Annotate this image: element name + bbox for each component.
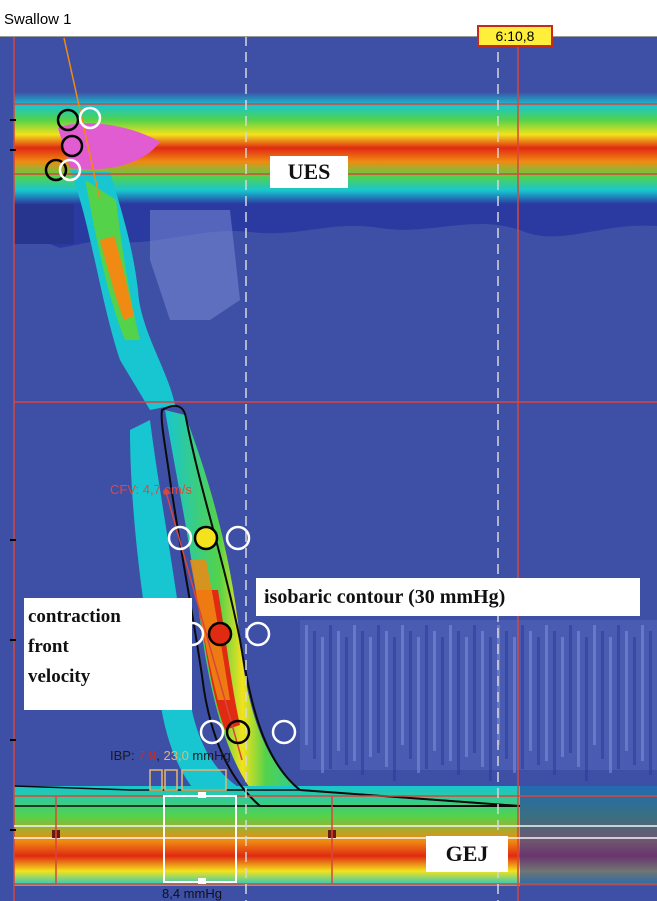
bolus-targets[interactable]: [167, 525, 297, 745]
cfv-marker: [163, 489, 169, 495]
ues-target-2: [60, 134, 84, 158]
streak: [537, 637, 540, 765]
streak: [577, 631, 580, 767]
streak: [425, 625, 428, 769]
streak: [409, 631, 412, 759]
streak: [513, 637, 516, 773]
streak: [305, 625, 308, 745]
streak: [385, 631, 388, 767]
streak: [361, 631, 364, 775]
ues-halo-right: [150, 210, 240, 320]
time-readout: 6:10,8: [477, 25, 553, 47]
left-axis-ticks: [10, 119, 16, 831]
streak: [617, 625, 620, 769]
target-row2-right: [245, 621, 271, 647]
ues-peak: [58, 123, 160, 170]
streak: [545, 625, 548, 761]
target-row3-right: [271, 719, 297, 745]
streak: [625, 631, 628, 751]
streak: [345, 637, 348, 765]
streak: [353, 625, 356, 761]
streak: [321, 637, 324, 773]
streak: [473, 625, 476, 753]
contraction-front-velocity-label: contraction front velocity: [24, 598, 192, 710]
streak: [521, 625, 524, 769]
streak: [329, 625, 332, 769]
isobaric-contour-label: isobaric contour (30 mmHg): [256, 578, 640, 616]
streak: [529, 631, 532, 751]
cfv-readout: CFV: 4,7 cm/s: [110, 482, 192, 497]
ues-target-3: [44, 158, 68, 182]
ebox-marker-bottom: [198, 878, 206, 884]
peristaltic-wave-upper-hot: [100, 236, 134, 320]
streak: [601, 631, 604, 759]
gej-label: GEJ: [426, 836, 508, 872]
cfv-value: 4,7 cm/s: [142, 482, 192, 497]
cfv-line: [63, 37, 101, 201]
ebox-marker-top: [198, 792, 206, 798]
streak: [369, 637, 372, 757]
left-dark-strip: [14, 204, 74, 244]
window-titlebar: Swallow 1: [0, 0, 657, 37]
ues-target-4: [78, 106, 102, 130]
ibp-box-2: [164, 769, 178, 791]
streak: [441, 637, 444, 765]
ibp-value-1: 7,9: [138, 748, 157, 763]
ibp-value-2: 23,0: [163, 748, 189, 763]
ues-target-5: [58, 158, 82, 182]
streak: [417, 637, 420, 773]
target-row1-left: [167, 525, 193, 551]
ibp-unit: mmHg: [188, 748, 231, 763]
bottom-pressure-value: 8,4 mmHg: [162, 886, 222, 901]
streak: [481, 631, 484, 767]
ibp-readout: IBP: 7,9, 23,0 mmHg: [110, 748, 231, 763]
cfv-prefix: CFV:: [110, 482, 143, 497]
streak: [449, 625, 452, 761]
ues-target-1: [56, 108, 80, 132]
target-row1-right: [225, 525, 251, 551]
ues-targets[interactable]: [44, 106, 102, 182]
cfv-line-lower: [165, 491, 243, 761]
streak: [649, 631, 652, 775]
cfv-label-line-2: front: [28, 636, 69, 657]
target-row3-left: [199, 719, 225, 745]
ibp-boxes: [149, 769, 227, 791]
streak: [377, 625, 380, 753]
streak: [561, 637, 564, 757]
streak: [465, 637, 468, 757]
streak: [505, 631, 508, 759]
streak: [585, 637, 588, 781]
bolus-core: [165, 410, 320, 802]
streak: [641, 625, 644, 761]
right-streak-zone: [300, 620, 657, 770]
gej-right-dim: [520, 786, 657, 886]
streak: [393, 637, 396, 781]
ibp-separator: ,: [156, 748, 164, 763]
ues-label: UES: [270, 156, 348, 188]
streak: [433, 631, 436, 751]
cfv-label-line-3: velocity: [28, 666, 91, 687]
streak: [457, 631, 460, 775]
streak: [593, 625, 596, 745]
ibp-box-1: [149, 769, 163, 791]
window-title: Swallow 1: [4, 11, 72, 28]
cfv-label-line-1: contraction: [28, 606, 121, 627]
target-row3-mid: [225, 719, 251, 745]
target-row2-mid: [207, 621, 233, 647]
target-row1-mid: [193, 525, 219, 551]
streak: [313, 631, 316, 759]
streak: [633, 637, 636, 765]
streak: [569, 625, 572, 753]
ibp-prefix: IBP:: [110, 748, 139, 763]
streak: [489, 637, 492, 781]
streak: [401, 625, 404, 745]
streak: [609, 637, 612, 773]
streak: [337, 631, 340, 751]
streak: [553, 631, 556, 775]
ibp-box-3: [181, 769, 227, 791]
